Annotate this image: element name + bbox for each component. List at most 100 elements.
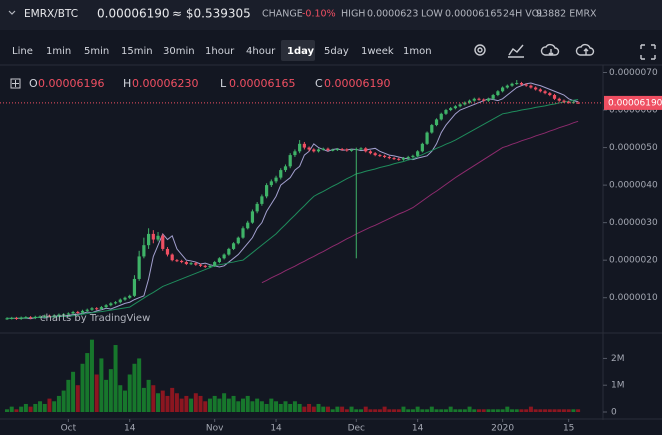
volume-bar — [321, 406, 326, 412]
volume-bar — [38, 401, 43, 412]
fullscreen-icon[interactable] — [640, 44, 656, 60]
interval-button[interactable]: 1mon — [403, 46, 432, 57]
legend-value: 0.00006165 — [229, 77, 295, 90]
candle-body — [288, 155, 292, 167]
volume-bar — [477, 409, 481, 412]
toolbar-icons — [474, 43, 656, 60]
volume-bar — [514, 409, 519, 412]
candle-body — [255, 203, 259, 212]
volume-bar — [557, 409, 562, 412]
x-tick-label: Dec — [348, 424, 365, 434]
settings-icon[interactable] — [474, 44, 486, 56]
candle-body — [14, 317, 19, 319]
low: 0.00006165 — [445, 9, 502, 20]
interval-button[interactable]: 1min — [46, 46, 71, 57]
candle-body — [137, 256, 141, 279]
volume-bar — [141, 387, 146, 412]
volume-bar — [231, 395, 236, 412]
legend-key: L — [220, 77, 227, 90]
volume-bar — [340, 406, 345, 412]
interval-button[interactable]: 5day — [324, 46, 349, 57]
candle-body — [430, 125, 434, 133]
interval-button[interactable]: 1week — [361, 46, 394, 57]
interval-button[interactable]: 15min — [121, 46, 153, 57]
candle-body — [227, 248, 231, 255]
change: -0.10% — [302, 9, 336, 20]
candle-body — [142, 245, 146, 257]
volume-bar — [297, 403, 302, 412]
candle-body — [505, 85, 509, 88]
candle-body — [38, 316, 42, 318]
settings-icon-center — [477, 47, 483, 53]
volume-bar — [491, 409, 496, 412]
candle-body — [576, 102, 580, 104]
candle-body — [387, 156, 391, 159]
candle-body — [316, 149, 321, 152]
volume-bar — [505, 406, 510, 412]
candle-body — [529, 85, 533, 88]
y-tick-label: 0.0000070 — [609, 68, 658, 78]
volume-bar — [33, 403, 38, 412]
candle-body — [99, 307, 103, 309]
candle-body — [562, 100, 566, 102]
candle-body — [293, 151, 297, 156]
candle-body — [307, 147, 311, 150]
candle-body — [326, 148, 330, 151]
interval-button[interactable]: Line — [12, 46, 33, 57]
candle-body — [132, 278, 137, 296]
dropdown-icon[interactable] — [8, 10, 16, 15]
volume-bar — [354, 409, 359, 412]
volume-bar — [434, 409, 439, 412]
save-icon[interactable] — [575, 43, 595, 56]
candle-body — [241, 228, 245, 238]
legend-toggle-plus — [12, 80, 19, 87]
candle-body — [198, 264, 203, 266]
candle-body — [189, 263, 193, 265]
volume-bar — [382, 406, 387, 412]
candle-body — [472, 98, 476, 101]
high-label: HIGH — [341, 9, 365, 20]
candle-body — [482, 99, 486, 101]
low-label: LOW — [421, 9, 443, 20]
interval-button[interactable]: 4hour — [246, 46, 276, 57]
indicators-icon[interactable] — [508, 44, 524, 58]
volume-bar — [19, 406, 24, 412]
volume-bar — [255, 398, 260, 412]
interval-button[interactable]: 1day — [287, 46, 315, 57]
candle-body — [90, 308, 94, 310]
candle-body — [66, 313, 70, 315]
candle-body — [491, 95, 495, 99]
pair[interactable]: EMRX/BTC — [24, 8, 78, 20]
interval-button[interactable]: 5min — [84, 46, 109, 57]
volume-bar — [288, 403, 293, 412]
volume-bar — [113, 345, 118, 412]
active-interval-bg — [281, 40, 315, 61]
usd-price: ≈ $0.539305 — [172, 7, 251, 21]
volume-bar — [189, 398, 194, 412]
volume-bar — [9, 406, 14, 412]
volume-bar — [160, 390, 165, 412]
candle-body — [354, 149, 358, 151]
watermark[interactable]: charts by TradingView — [40, 313, 150, 324]
candle-body — [534, 87, 538, 90]
volume-bar — [184, 395, 189, 412]
volume-bar — [543, 409, 548, 412]
candle-body — [47, 315, 52, 317]
load-icon[interactable] — [540, 43, 560, 56]
volume-bar — [61, 390, 66, 412]
candle-body — [548, 93, 552, 96]
legend-toggle[interactable] — [10, 78, 21, 89]
moving-average — [7, 82, 579, 320]
volume-bar — [571, 409, 576, 412]
interval-button[interactable]: 1hour — [205, 46, 235, 57]
volume-bar — [193, 393, 198, 412]
candle-body — [552, 95, 557, 99]
volume-bar — [533, 409, 538, 412]
candle-body — [477, 98, 481, 100]
interval-button[interactable]: 30min — [163, 46, 195, 57]
volume-bar — [406, 409, 411, 412]
volume-bar — [566, 409, 571, 412]
candle-body — [265, 185, 269, 197]
candle-body — [128, 295, 132, 298]
y-tick-label: 0.0000030 — [609, 218, 658, 228]
